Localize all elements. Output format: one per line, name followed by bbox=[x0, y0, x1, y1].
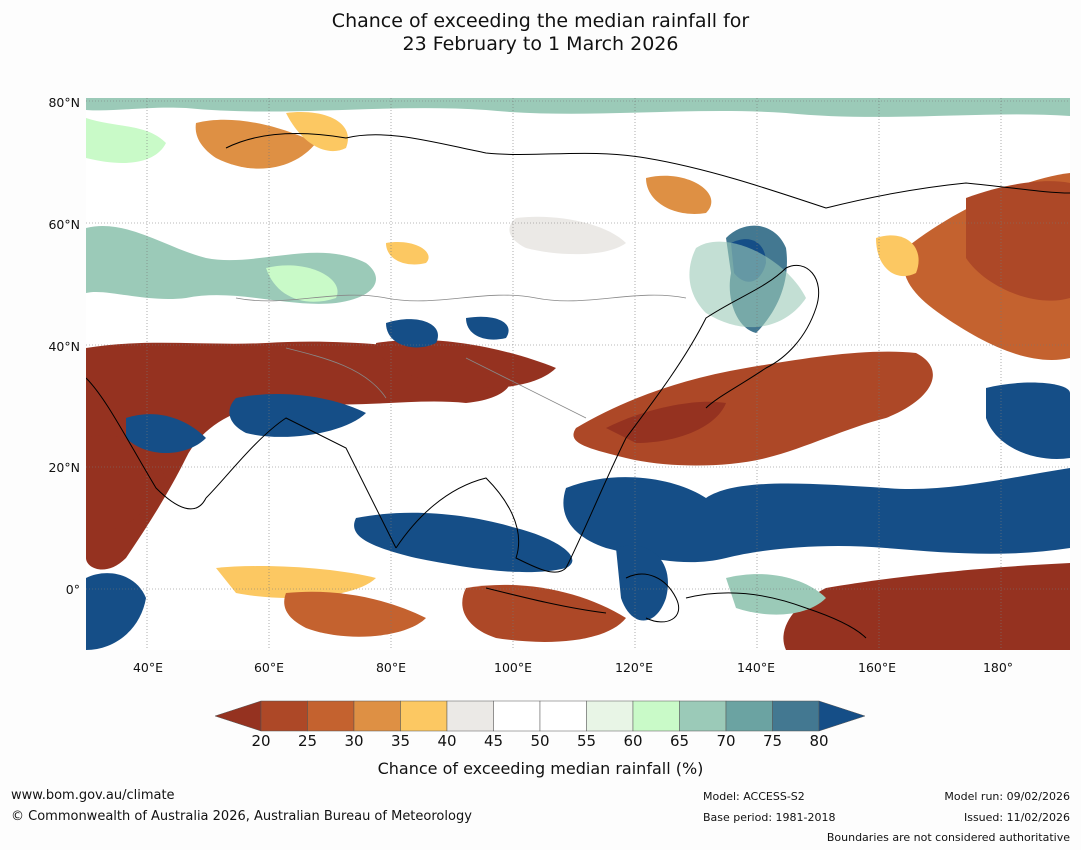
colorbar-tick-50: 50 bbox=[530, 732, 550, 750]
lat-label-80n: 80°N bbox=[48, 95, 80, 110]
border-central-asia bbox=[285, 347, 587, 419]
shade-qinghai-blue bbox=[466, 316, 509, 340]
shade-arabia-brown bbox=[86, 341, 511, 570]
shade-new-guinea-teal bbox=[726, 574, 826, 615]
shade-south-pacific-brown bbox=[783, 563, 1070, 650]
country-borders bbox=[235, 294, 687, 419]
shade-east-siberia-orange bbox=[646, 175, 712, 214]
lon-label-160e: 160°E bbox=[857, 660, 897, 675]
colorbar-extend-low bbox=[215, 700, 262, 732]
shade-south-china-brown bbox=[606, 401, 726, 443]
lat-label-60n: 60°N bbox=[48, 217, 80, 232]
colorbar-bin-45-50 bbox=[493, 700, 541, 732]
footer-model: Model: ACCESS-S2 bbox=[703, 790, 805, 803]
colorbar-bin-50-55 bbox=[539, 700, 587, 732]
shade-south-indian-brown bbox=[284, 591, 426, 637]
lon-label-80e: 80°E bbox=[375, 660, 407, 675]
lon-label-120e: 120°E bbox=[614, 660, 654, 675]
coast-new-guinea bbox=[685, 592, 867, 639]
footer-issued: Issued: 11/02/2026 bbox=[963, 811, 1070, 824]
shade-bay-of-bengal-blue bbox=[354, 512, 573, 573]
footer-copyright: © Commonwealth of Australia 2026, Austra… bbox=[11, 809, 472, 824]
footer-disclaimer: Boundaries are not considered authoritat… bbox=[826, 831, 1070, 844]
colorbar-tick-75: 75 bbox=[762, 732, 783, 750]
coast-indochina bbox=[395, 477, 567, 573]
colorbar-bin-70-75 bbox=[725, 700, 773, 732]
colorbar-extend-high bbox=[818, 700, 865, 732]
shade-central-asia-green bbox=[266, 265, 338, 302]
shade-indian-ocean-yellow bbox=[216, 566, 376, 598]
shade-persian-gulf-blue bbox=[229, 393, 366, 437]
colorbar-tick-80: 80 bbox=[809, 732, 829, 750]
chart-title: Chance of exceeding the median rainfall … bbox=[0, 10, 1081, 56]
title-line-1: Chance of exceeding the median rainfall … bbox=[331, 10, 750, 32]
colorbar-bin-35-40 bbox=[400, 700, 448, 732]
footer-base-period: Base period: 1981-2018 bbox=[703, 811, 836, 824]
colorbar-tick-20: 20 bbox=[251, 732, 271, 750]
colorbar-bin-30-35 bbox=[353, 700, 401, 732]
colorbar-bin-75-80 bbox=[772, 700, 820, 732]
lon-label-60e: 60°E bbox=[253, 660, 285, 675]
shade-kamchatka-brown bbox=[966, 181, 1070, 301]
colorbar-tick-45: 45 bbox=[483, 732, 504, 750]
colorbar-bin-55-60 bbox=[586, 700, 634, 732]
footer-model-run: Model run: 09/02/2026 bbox=[944, 790, 1070, 803]
coastlines bbox=[86, 133, 1070, 639]
shade-himalaya-brown bbox=[376, 339, 556, 388]
lon-label-40e: 40°E bbox=[132, 660, 164, 675]
colorbar-bin-40-45 bbox=[446, 700, 494, 732]
shade-north-fringe bbox=[86, 98, 1070, 117]
shade-east-africa-brown bbox=[86, 434, 166, 531]
colorbar-tick-60: 60 bbox=[623, 732, 643, 750]
shade-manchuria-halo bbox=[689, 241, 806, 328]
colorbar-tick-65: 65 bbox=[669, 732, 690, 750]
lon-label-180: 180° bbox=[982, 660, 1014, 675]
shade-arabia-blue bbox=[126, 414, 206, 453]
coast-red-sea bbox=[86, 377, 207, 510]
graticule bbox=[86, 98, 1070, 650]
shade-okhotsk-yellow bbox=[876, 235, 919, 277]
lon-label-100e: 100°E bbox=[493, 660, 533, 675]
shade-java-sea-brown bbox=[462, 584, 626, 642]
rainfall-probability-map bbox=[86, 98, 1070, 650]
coast-indonesia bbox=[485, 573, 680, 623]
lat-label-0: 0° bbox=[65, 582, 80, 597]
shade-tarim-blue bbox=[386, 319, 438, 348]
coast-arabia-india bbox=[205, 417, 397, 549]
colorbar bbox=[215, 700, 865, 732]
shade-siberia-grey bbox=[509, 216, 626, 255]
colorbar-tick-25: 25 bbox=[297, 732, 318, 750]
shade-west-pacific-blue bbox=[563, 468, 1070, 563]
colorbar-tick-40: 40 bbox=[437, 732, 457, 750]
border-russia-south bbox=[235, 294, 687, 302]
colorbar-tick-55: 55 bbox=[576, 732, 597, 750]
map-svg bbox=[86, 98, 1070, 650]
coast-arctic bbox=[225, 133, 1070, 209]
colorbar-tick-30: 30 bbox=[344, 732, 364, 750]
lon-label-140e: 140°E bbox=[736, 660, 776, 675]
colorbar-tick-35: 35 bbox=[390, 732, 411, 750]
colorbar-bin-20-25 bbox=[260, 700, 308, 732]
shade-central-pacific-blue bbox=[986, 382, 1070, 459]
lat-label-40n: 40°N bbox=[48, 339, 80, 354]
colorbar-bin-60-65 bbox=[632, 700, 680, 732]
coast-japan bbox=[705, 264, 820, 409]
shade-siberia-yellow bbox=[386, 242, 429, 265]
colorbar-bin-65-70 bbox=[679, 700, 727, 732]
shade-barents-yellow bbox=[286, 112, 348, 152]
footer-url[interactable]: www.bom.gov.au/climate bbox=[11, 788, 175, 803]
coast-china bbox=[565, 267, 787, 569]
lat-label-20n: 20°N bbox=[48, 460, 80, 475]
shade-borneo-blue bbox=[616, 545, 668, 621]
colorbar-label: Chance of exceeding median rainfall (%) bbox=[377, 759, 704, 778]
title-line-2: 23 February to 1 March 2026 bbox=[402, 33, 679, 55]
shade-west-russia-green bbox=[86, 118, 166, 163]
shade-east-africa-blue bbox=[86, 573, 146, 650]
colorbar-tick-70: 70 bbox=[716, 732, 736, 750]
colorbar-bin-25-30 bbox=[307, 700, 355, 732]
shade-scandinavia-orange bbox=[195, 119, 316, 169]
